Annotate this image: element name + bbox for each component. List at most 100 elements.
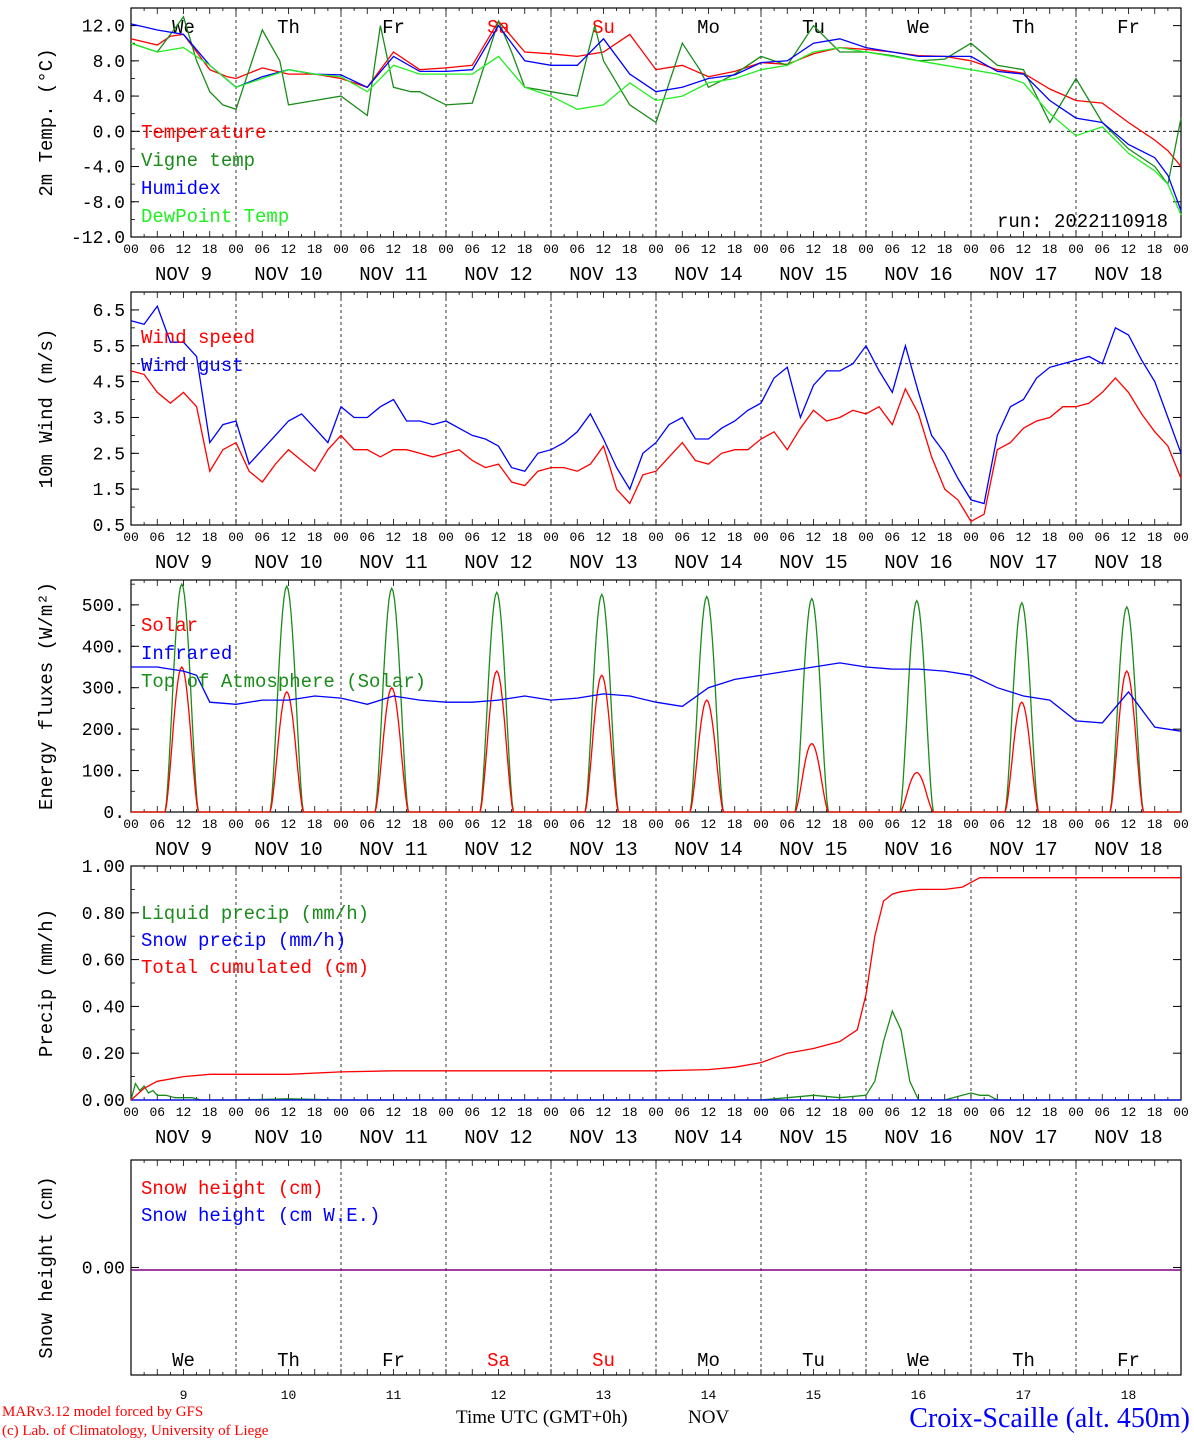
date-label: NOV 14 [674,552,742,574]
weekday-label: Su [592,17,615,39]
hour-tick-label: 06 [254,242,270,257]
date-label: NOV 9 [155,264,212,286]
hour-tick-label: 06 [359,817,375,832]
hour-tick-label: 12 [386,242,402,257]
hour-tick-label: 12 [911,1105,927,1120]
weekday-label: Th [1012,1350,1035,1372]
hour-tick-label: 18 [307,1105,323,1120]
y-tick-label: 0.00 [82,1092,125,1112]
hour-tick-label: 18 [412,242,428,257]
hour-tick-label: 06 [254,530,270,545]
hour-tick-label: 06 [779,1105,795,1120]
x-axis-label: Time UTC (GMT+0h) [456,1407,628,1428]
hour-tick-label: 06 [149,817,165,832]
hour-tick-label: 00 [963,242,979,257]
hour-tick-label: 18 [937,1105,953,1120]
legend-entry: Humidex [141,178,221,200]
hour-tick-label: 18 [622,530,638,545]
hour-tick-label: 18 [1147,242,1163,257]
y-axis-label: Energy fluxes (W/m²) [36,582,58,810]
date-label: NOV 10 [254,264,322,286]
date-label: NOV 18 [1094,839,1162,861]
hour-tick-label: 06 [1094,530,1110,545]
run-label: run: 2022110918 [997,211,1168,233]
hour-tick-label: 18 [412,1105,428,1120]
hour-tick-label: 00 [1068,817,1084,832]
hour-tick-label: 06 [569,242,585,257]
hour-tick-label: 12 [1016,817,1032,832]
date-label: NOV 15 [779,552,847,574]
date-label: NOV 13 [569,552,637,574]
y-axis-label: 2m Temp. (°C) [36,48,58,196]
series-line-wind-gust [130,304,1182,505]
weekday-label: Tu [802,17,825,39]
hour-tick-label: 00 [438,817,454,832]
hour-tick-label: 18 [202,1105,218,1120]
hour-tick-label: 06 [149,1105,165,1120]
y-tick-label: 4.5 [93,374,125,394]
y-tick-label: 1.00 [82,858,125,878]
hour-tick-label: 00 [858,1105,874,1120]
y-tick-label: -12.0 [71,229,125,249]
hour-tick-label: 12 [386,817,402,832]
hour-tick-label: 00 [543,1105,559,1120]
hour-tick-label: 12 [806,242,822,257]
y-tick-label: 0.20 [82,1045,125,1065]
y-tick-label: 0.00 [82,1260,125,1280]
hour-tick-label: 12 [491,817,507,832]
y-tick-label: 500. [82,597,125,617]
date-label: NOV 15 [779,1127,847,1149]
hour-tick-label: 00 [963,817,979,832]
hour-tick-label: 06 [884,530,900,545]
hour-tick-label: 18 [937,530,953,545]
hour-tick-label: 00 [1068,530,1084,545]
legend-entry: Snow precip (mm/h) [141,930,346,952]
hour-tick-label: 06 [464,1105,480,1120]
hour-tick-label: 06 [989,242,1005,257]
weekday-label: Fr [1117,17,1140,39]
hour-tick-label: 12 [281,242,297,257]
hour-tick-label: 06 [674,1105,690,1120]
hour-tick-label: 00 [858,817,874,832]
y-axis-label: Snow height (cm) [36,1176,58,1358]
hour-tick-label: 06 [569,817,585,832]
hour-tick-label: 18 [937,817,953,832]
hour-tick-label: 12 [1016,1105,1032,1120]
legend-entry: Wind speed [141,327,255,349]
hour-tick-label: 00 [1068,1105,1084,1120]
weekday-label: Fr [382,17,405,39]
date-label: NOV 10 [254,1127,322,1149]
y-axis-label: Precip (mm/h) [36,909,58,1057]
date-label: NOV 16 [884,839,952,861]
hour-tick-label: 00 [1068,242,1084,257]
weekday-label: We [172,1350,195,1372]
model-credit: MARv3.12 model forced by GFS [2,1404,203,1420]
y-tick-label: 100. [82,763,125,783]
date-label: NOV 13 [569,1127,637,1149]
hour-tick-label: 12 [596,530,612,545]
series-line-wind-speed [130,370,1182,523]
y-tick-label: 5.5 [93,338,125,358]
date-label: NOV 17 [989,839,1057,861]
hour-tick-label: 00 [543,817,559,832]
hour-tick-label: 06 [254,817,270,832]
hour-tick-label: 18 [412,530,428,545]
hour-tick-label: 06 [359,530,375,545]
hour-tick-label: 12 [911,242,927,257]
hour-tick-label: 00 [333,817,349,832]
hour-tick-label: 06 [884,1105,900,1120]
hour-tick-label: 18 [517,1105,533,1120]
date-label: NOV 14 [674,264,742,286]
weekday-label: Mo [697,17,720,39]
hour-tick-label: 12 [386,530,402,545]
hour-tick-label: 06 [1094,1105,1110,1120]
hour-tick-label: 12 [701,242,717,257]
weekday-label: Sa [487,1350,510,1372]
hour-tick-label: 12 [281,1105,297,1120]
hour-tick-label: 06 [674,817,690,832]
hour-tick-label: 00 [438,242,454,257]
weekday-label: Th [277,1350,300,1372]
hour-tick-label: 06 [359,1105,375,1120]
date-label: NOV 10 [254,839,322,861]
hour-tick-label: 12 [491,1105,507,1120]
